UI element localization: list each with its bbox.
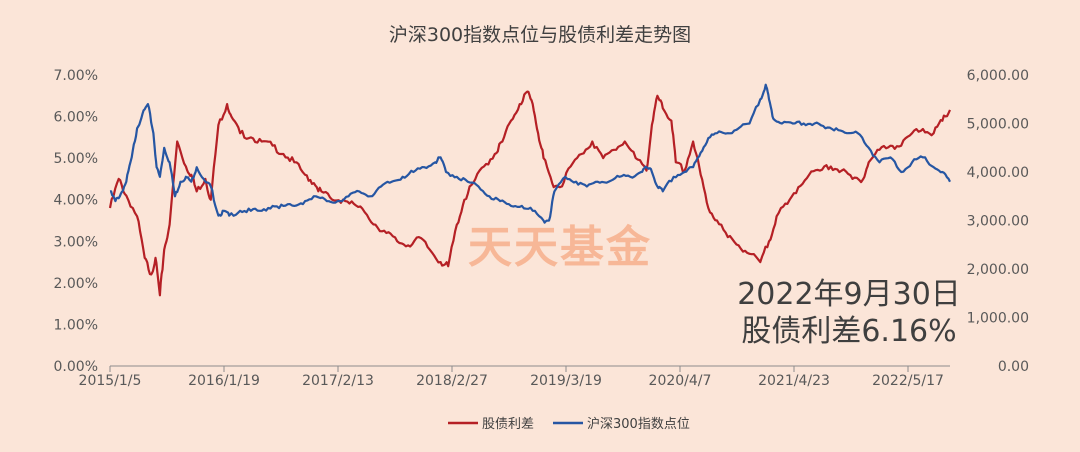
x-tick-label: 2015/1/5: [79, 373, 142, 389]
legend-label: 股债利差: [482, 417, 534, 432]
right-axis: 0.00 1,000.00 2,000.00 3,000.00 4,000.00 5,00…: [967, 68, 1029, 375]
y-left-tick-label: 7.00%: [54, 68, 98, 84]
y-left-tick-label: 5.00%: [54, 151, 98, 167]
y-right-tick-label: 1,000.00: [967, 311, 1029, 327]
y-left-tick-label: 0.00%: [54, 359, 98, 375]
x-tick-label: 2021/4/23: [758, 373, 830, 389]
chart-title: 沪深300指数点位与股债利差走势图: [389, 24, 691, 46]
x-tick-label: 2016/1/19: [188, 373, 260, 389]
y-left-tick-label: 3.00%: [54, 234, 98, 250]
left-axis: 0.00% 1.00% 2.00% 3.00% 4.00% 5.00% 6.00% 7.00%: [54, 68, 98, 375]
x-tick-label: 2017/2/13: [302, 373, 374, 389]
x-axis: 2015/1/5 2016/1/19 2017/2/13 2018/2/27 2019/…: [79, 365, 950, 389]
y-left-tick-label: 2.00%: [54, 276, 98, 292]
x-tick-label: 2022/5/17: [872, 373, 944, 389]
y-right-tick-label: 4,000.00: [967, 165, 1029, 181]
annotation-spread: 股债利差6.16%: [741, 314, 956, 349]
x-tick-label: 2018/2/27: [416, 373, 488, 389]
legend-label: 沪深300指数点位: [587, 416, 690, 432]
series-line: [108, 90, 952, 297]
x-tick-label: 2019/3/19: [530, 373, 602, 389]
y-right-tick-label: 0.00: [998, 359, 1029, 375]
y-right-tick-label: 6,000.00: [967, 68, 1029, 84]
series-line: [109, 83, 951, 224]
y-right-tick-label: 5,000.00: [967, 117, 1029, 133]
y-left-tick-label: 4.00%: [54, 193, 98, 209]
annotation-date: 2022年9月30日: [737, 277, 961, 312]
y-right-tick-label: 3,000.00: [967, 214, 1029, 230]
watermark: 天天基金: [468, 222, 652, 273]
y-right-tick-label: 2,000.00: [967, 262, 1029, 278]
x-tick-label: 2020/4/7: [649, 373, 712, 389]
y-left-tick-label: 6.00%: [54, 110, 98, 126]
y-left-tick-label: 1.00%: [54, 317, 98, 333]
legend: 股债利差 沪深300指数点位: [448, 416, 690, 432]
plot-lines: [108, 83, 952, 297]
